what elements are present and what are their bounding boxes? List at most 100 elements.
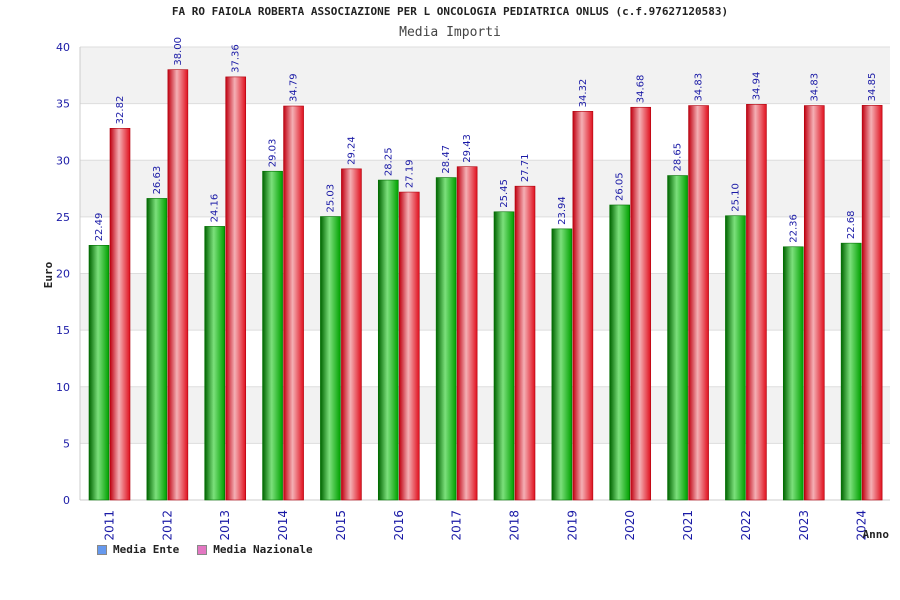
bar-media-ente-2014 [262, 170, 283, 501]
bar-media-nazionale-2012 [167, 69, 189, 501]
bar-media-ente-2017 [435, 177, 457, 501]
value-label: 27.71 [520, 154, 531, 183]
value-label: 22.49 [94, 213, 105, 242]
plot-band [80, 330, 890, 387]
x-tick-label-2011: 2011 [103, 510, 117, 541]
bar-media-ente-2019 [551, 228, 573, 501]
value-label: 28.25 [383, 147, 394, 176]
plot-band [80, 160, 890, 217]
value-label: 26.05 [615, 172, 626, 201]
value-label: 26.63 [152, 166, 163, 195]
legend-swatch-media-ente [97, 544, 107, 555]
x-tick-label-2018: 2018 [508, 510, 522, 541]
plot-band [80, 47, 890, 104]
x-tick-label-2020: 2020 [623, 510, 637, 541]
bar-media-nazionale-2023 [803, 105, 825, 501]
bar-media-nazionale-2017 [456, 166, 478, 501]
bar-media-ente-2012 [146, 198, 168, 501]
value-label: 25.45 [499, 179, 510, 208]
value-label: 23.94 [557, 196, 568, 225]
y-tick-label: 25 [56, 211, 70, 224]
bar-media-ente-2022 [725, 215, 746, 501]
value-label: 29.03 [268, 139, 279, 168]
y-tick-label: 10 [56, 381, 70, 394]
legend-label-media-nazionale: Media Nazionale [213, 543, 313, 556]
x-axis-title: Anno [863, 528, 890, 541]
bar-media-nazionale-2018 [514, 185, 536, 501]
value-label: 28.65 [673, 143, 684, 172]
chart-subtitle: Media Importi [399, 25, 501, 40]
y-tick-label: 35 [56, 98, 70, 111]
bar-media-ente-2023 [782, 246, 804, 501]
x-tick-label-2013: 2013 [218, 510, 232, 541]
y-tick-label: 40 [56, 41, 70, 54]
value-label: 32.82 [115, 96, 126, 125]
bar-media-nazionale-2022 [746, 104, 767, 501]
value-label: 29.24 [346, 136, 357, 165]
bar-media-nazionale-2021 [688, 105, 709, 501]
value-label: 38.00 [173, 37, 184, 66]
chart-title: FA RO FAIOLA ROBERTA ASSOCIAZIONE PER L … [171, 5, 729, 18]
legend: Media Ente Media Nazionale [97, 543, 313, 556]
x-tick-label-2022: 2022 [739, 510, 753, 541]
value-label: 22.36 [788, 214, 799, 243]
legend-label-media-ente: Media Ente [113, 543, 180, 556]
bar-media-nazionale-2016 [398, 191, 420, 501]
x-tick-label-2015: 2015 [334, 510, 348, 541]
bar-media-ente-2016 [377, 179, 399, 501]
plot-band [80, 216, 890, 274]
bar-media-ente-2024 [840, 242, 862, 501]
value-label: 22.68 [846, 211, 857, 240]
legend-item-media-nazionale: Media Nazionale [197, 543, 313, 556]
value-label: 28.47 [441, 145, 452, 174]
x-tick-label-2019: 2019 [565, 510, 579, 541]
value-label: 37.36 [231, 44, 242, 73]
bar-media-nazionale-2013 [225, 76, 247, 501]
value-label: 27.19 [404, 159, 415, 188]
value-label: 34.83 [694, 73, 705, 102]
plot-band [80, 443, 890, 500]
y-axis-title: Euro [42, 261, 55, 288]
value-label: 25.10 [730, 183, 741, 212]
x-tick-label-2023: 2023 [797, 510, 811, 541]
bars [88, 69, 883, 501]
value-label: 34.94 [751, 72, 762, 101]
value-label: 34.79 [289, 73, 300, 102]
plot-band [80, 103, 890, 161]
y-tick-label: 30 [56, 154, 70, 167]
value-label: 34.83 [809, 73, 820, 102]
bar-media-nazionale-2015 [341, 168, 362, 501]
legend-swatch-media-nazionale [197, 544, 208, 555]
y-tick-label: 15 [56, 324, 70, 337]
plot-band [80, 386, 890, 444]
value-labels: 22.49 32.82 26.63 38.00 24.16 37.36 29.03 34.79… [94, 37, 878, 243]
bar-media-nazionale-2024 [861, 105, 883, 501]
x-tick-label-2021: 2021 [681, 510, 695, 541]
value-label: 29.43 [462, 134, 473, 163]
y-tick-label: 5 [63, 437, 70, 450]
bar-media-ente-2021 [667, 175, 688, 501]
x-tick-label-2024: 2024 [855, 510, 869, 541]
x-tick-label-2014: 2014 [276, 510, 290, 541]
bar-media-ente-2013 [204, 226, 226, 501]
value-label: 34.68 [636, 75, 647, 104]
bar-media-ente-2018 [493, 211, 515, 501]
value-label: 24.16 [210, 194, 221, 223]
y-tick-label: 20 [56, 268, 70, 281]
bar-media-ente-2011 [88, 245, 110, 501]
x-axis: 2011 2012 2013 2014 2015 2016 2017 2018 2019 2020… [103, 510, 869, 541]
bar-media-nazionale-2014 [283, 105, 304, 501]
value-label: 34.32 [578, 79, 589, 108]
y-tick-label: 0 [63, 494, 70, 507]
bar-media-nazionale-2011 [109, 128, 131, 501]
bar-media-nazionale-2019 [572, 111, 594, 501]
x-tick-label-2012: 2012 [160, 510, 174, 541]
x-tick-label-2016: 2016 [392, 510, 406, 541]
bar-media-ente-2015 [320, 216, 341, 501]
value-label: 34.85 [867, 73, 878, 102]
x-tick-label-2017: 2017 [450, 510, 464, 541]
bar-media-nazionale-2020 [630, 106, 652, 501]
plot-band [80, 273, 890, 331]
value-label: 25.03 [325, 184, 336, 213]
